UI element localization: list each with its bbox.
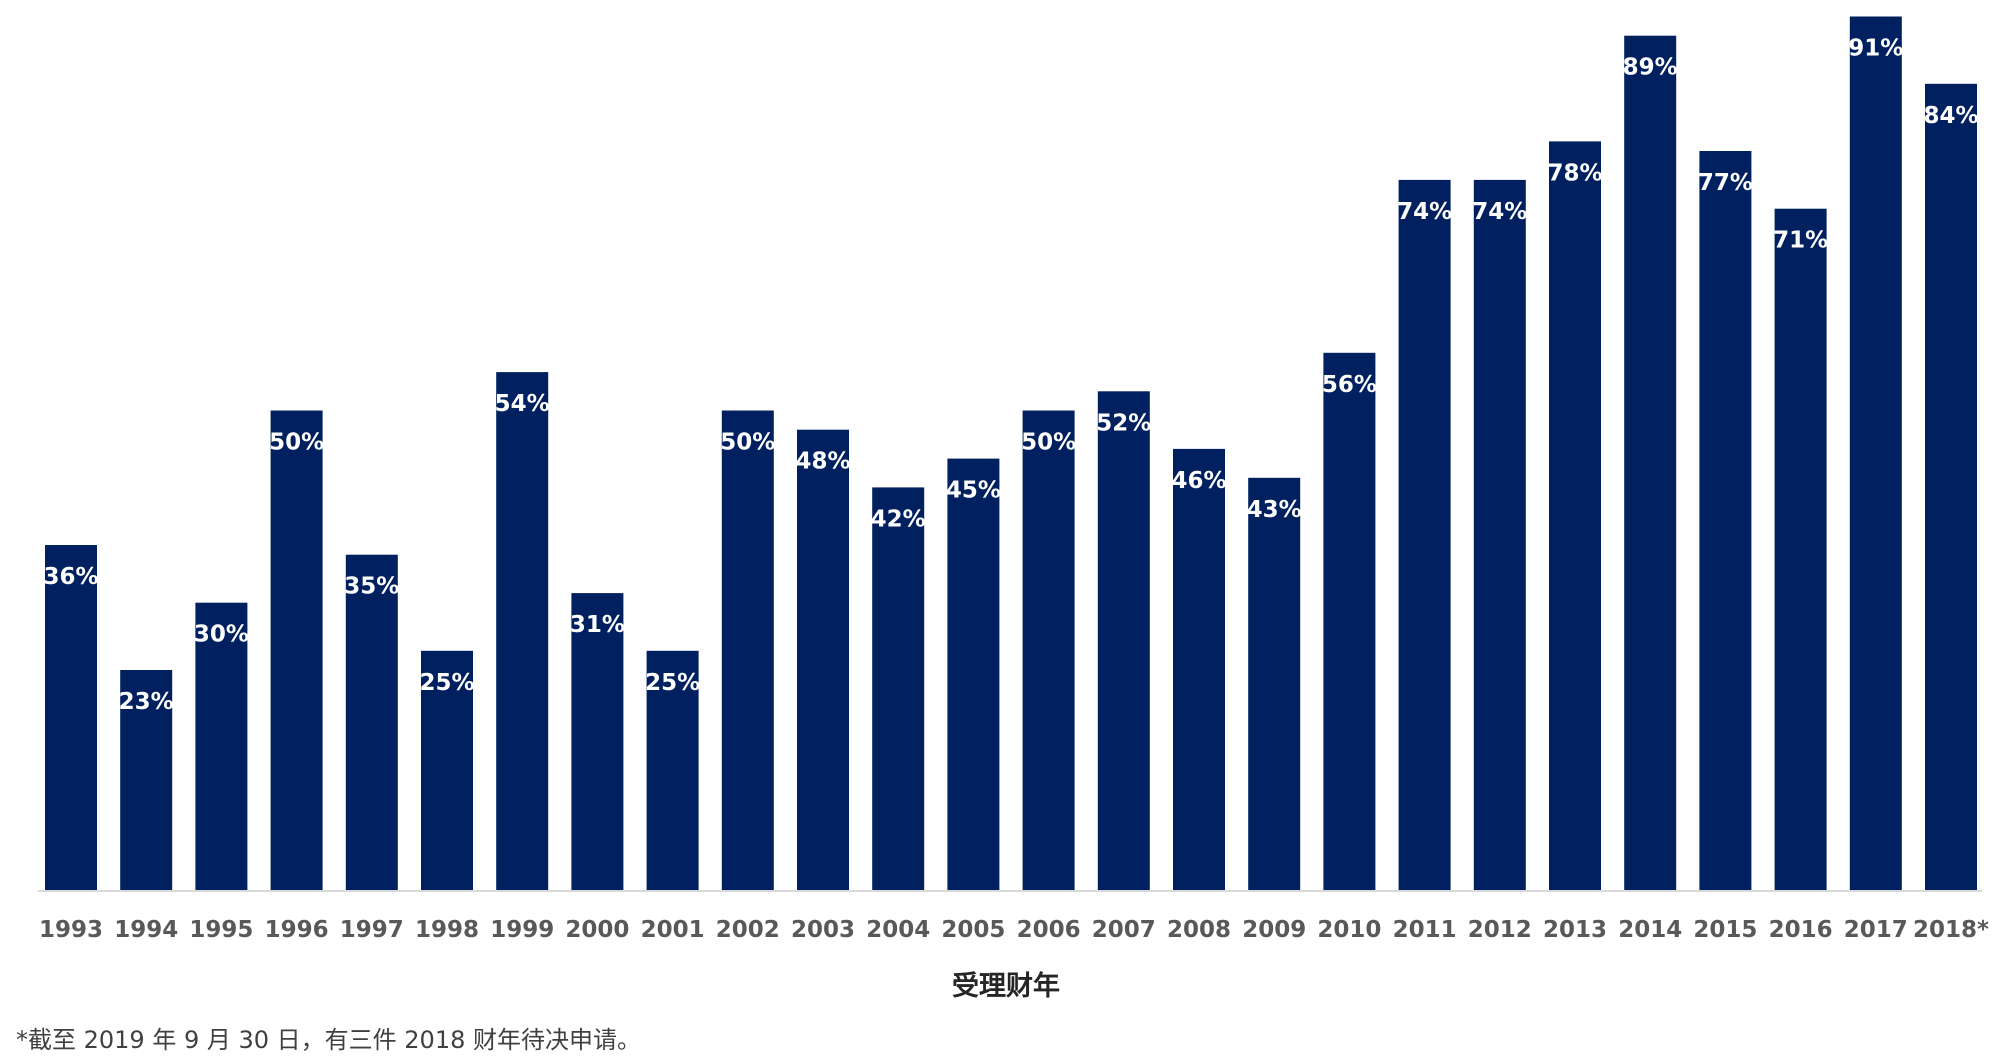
- bar-2010: [1323, 352, 1376, 891]
- x-tick-label: 2008: [1167, 917, 1231, 943]
- x-tick-labels: 1993 1994 1995 1996 1997 1998 1999 2000 2001 2002…: [39, 917, 1989, 943]
- x-tick-label: 1996: [265, 917, 329, 943]
- x-tick-label: 2012: [1468, 917, 1532, 943]
- x-tick-label: 1994: [114, 917, 178, 943]
- x-tick-label: 2011: [1393, 917, 1457, 943]
- x-tick-label: 2002: [716, 917, 780, 943]
- footnote: *截至 2019 年 9 月 30 日，有三件 2018 财年待决申请。: [16, 1026, 641, 1054]
- bar-value-label: 36%: [43, 564, 98, 590]
- bar-2015: [1699, 151, 1752, 891]
- x-axis-title: 受理财年: [952, 970, 1060, 1002]
- x-tick-label: 1995: [189, 917, 253, 943]
- bar-value-label: 35%: [344, 574, 399, 600]
- bar-value-label: 50%: [269, 430, 324, 456]
- x-tick-label: 2006: [1017, 917, 1081, 943]
- bar-2003: [797, 429, 849, 891]
- x-tick-label: 2001: [641, 917, 705, 943]
- bar-value-label: 25%: [645, 670, 700, 696]
- x-tick-label: 2018*: [1913, 917, 1989, 943]
- bar-value-label: 30%: [194, 622, 249, 648]
- bar-2001: [646, 650, 699, 892]
- bar-2004: [872, 487, 925, 891]
- bar-value-label: 46%: [1171, 468, 1226, 494]
- bar-1995: [195, 602, 248, 891]
- bar-1994: [120, 670, 173, 891]
- bar-value-label: 78%: [1547, 160, 1602, 186]
- x-tick-label: 2007: [1092, 917, 1156, 943]
- x-tick-label: 2005: [941, 917, 1005, 943]
- bar-value-label: 48%: [795, 449, 850, 475]
- x-tick-label: 2014: [1618, 917, 1682, 943]
- bar-value-label: 91%: [1848, 36, 1903, 62]
- bar-value-label: 50%: [1021, 430, 1076, 456]
- bar-value-label: 77%: [1698, 170, 1753, 196]
- bar-2016: [1774, 208, 1827, 891]
- bar-2006: [1022, 410, 1075, 891]
- bar-1993: [45, 545, 97, 891]
- bar-value-label: 56%: [1322, 372, 1377, 398]
- bar-1996: [270, 410, 323, 891]
- bar-value-label: 45%: [946, 478, 1001, 504]
- x-tick-label: 2000: [565, 917, 629, 943]
- x-tick-label: 2015: [1693, 917, 1757, 943]
- x-tick-label: 1997: [340, 917, 404, 943]
- x-tick-label: 2017: [1844, 917, 1908, 943]
- bar-2007: [1097, 391, 1150, 891]
- bar-2014: [1624, 35, 1677, 891]
- bar-value-label: 89%: [1623, 55, 1678, 81]
- bar-value-label: 25%: [419, 670, 474, 696]
- bar-value-label: 74%: [1472, 199, 1527, 225]
- bar-2000: [571, 593, 624, 891]
- bar-2008: [1173, 448, 1225, 891]
- bar-value-label: 54%: [495, 391, 550, 417]
- bar-value-label: 43%: [1247, 497, 1302, 523]
- bar-2012: [1473, 179, 1526, 891]
- bar-2009: [1248, 477, 1301, 891]
- x-tick-label: 2009: [1242, 917, 1306, 943]
- x-tick-label: 2016: [1769, 917, 1833, 943]
- bar-1998: [421, 650, 473, 892]
- bar-value-label: 23%: [119, 689, 174, 715]
- bar-value-label: 50%: [720, 430, 775, 456]
- bar-1997: [345, 554, 398, 891]
- bar-2011: [1398, 179, 1451, 891]
- bar-1999: [496, 372, 549, 892]
- bar-value-label: 42%: [871, 506, 926, 532]
- bar-value-label: 31%: [570, 612, 625, 638]
- x-tick-label: 1999: [490, 917, 554, 943]
- bar-value-label: 52%: [1096, 410, 1151, 436]
- bar-2018: [1925, 83, 1977, 892]
- x-tick-label: 2004: [866, 917, 930, 943]
- x-tick-label: 2013: [1543, 917, 1607, 943]
- x-tick-label: 1993: [39, 917, 103, 943]
- bar-value-label: 71%: [1773, 228, 1828, 254]
- bar-value-label: 84%: [1923, 103, 1978, 129]
- bar-2013: [1549, 141, 1601, 891]
- bar-2017: [1849, 16, 1902, 891]
- x-tick-label: 1998: [415, 917, 479, 943]
- bar-2005: [947, 458, 1000, 891]
- x-tick-label: 2003: [791, 917, 855, 943]
- bars-group: 36% 23% 30% 50% 35% 25% 54% 31% 25% 50% 48% 42% 45% 5…: [43, 16, 1979, 892]
- x-tick-label: 2010: [1317, 917, 1381, 943]
- bar-value-label: 74%: [1397, 199, 1452, 225]
- bar-2002: [721, 410, 774, 891]
